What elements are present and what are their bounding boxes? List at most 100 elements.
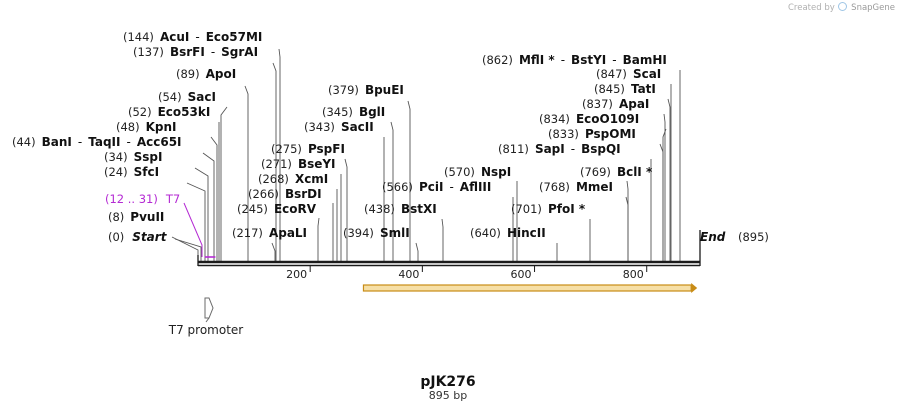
site-label: (34) SspI [104,150,162,164]
site-position: (640) [470,226,501,240]
end-position: (895) [738,230,769,244]
restriction-site[interactable]: (343) SacII [304,120,374,134]
site-position: (834) [539,112,570,126]
enzyme-name: ApoI [206,67,237,81]
enzyme-name: SmlI [380,226,410,240]
t7-primer-position: (12 .. 31) [105,192,158,206]
enzyme-name: SacI [188,90,216,104]
enzyme-name: Eco53kI [158,105,211,119]
t7-primer-leader [183,202,203,257]
start-leader-line [171,236,199,255]
restriction-site[interactable]: (245) EcoRV [237,202,317,216]
restriction-site[interactable]: (834) EcoO109I [539,112,639,126]
site-leader-line [210,136,218,261]
restriction-site[interactable]: (271) BseYI [261,157,336,171]
restriction-site[interactable]: (34) SspI [104,150,162,164]
restriction-site[interactable]: (379) BpuEI [328,83,404,97]
restriction-site[interactable]: (345) BglI [322,105,385,119]
site-leader-line [278,48,281,261]
restriction-site[interactable]: (845) TatI [594,82,656,96]
restriction-site[interactable]: (394) SmlI [343,226,410,240]
site-position: (245) [237,202,268,216]
enzyme-name: XcmI [295,172,328,186]
site-position: (268) [258,172,289,186]
restriction-site[interactable]: (811) SapI - BspQI [498,142,621,156]
site-position: (217) [232,226,263,240]
restriction-site[interactable]: (48) KpnI [116,120,177,134]
enzyme-name: BanI [42,135,72,149]
site-label: (847) ScaI [596,67,661,81]
enzyme-name: ScaI [633,67,661,81]
site-position: (44) [12,135,36,149]
enzyme-name: BclI * [617,165,653,179]
restriction-site[interactable]: (566) PciI - AflIII [382,180,491,194]
site-label: (394) SmlI [343,226,410,240]
restriction-site[interactable]: (640) HincII [470,226,546,240]
site-leader-line [667,98,671,261]
restriction-site[interactable]: (89) ApoI [176,67,236,81]
site-label: (275) PspFI [271,142,345,156]
credit-brand: SnapGene [851,3,895,13]
restriction-site[interactable]: (52) Eco53kI [128,105,210,119]
site-label: (833) PspOMI [548,127,636,141]
enzyme-name: AflIII [460,180,492,194]
site-leader-line [415,242,419,261]
site-label: (8) PvuII [108,210,164,224]
site-position: (768) [539,180,570,194]
restriction-site[interactable]: (8) PvuII [108,210,164,224]
enzyme-name: EcoO109I [576,112,639,126]
site-separator: - [78,135,82,149]
site-position: (845) [594,82,625,96]
site-label: (268) XcmI [258,172,328,186]
orf-arrow[interactable] [362,283,698,293]
restriction-site[interactable]: (833) PspOMI [548,127,636,141]
site-leader-line [202,152,215,261]
site-leader-line [220,106,228,261]
restriction-site[interactable]: (768) MmeI [539,180,613,194]
t7-promoter-feature[interactable]: T7 promoter [168,297,244,337]
restriction-site[interactable]: (570) NspI [444,165,511,179]
restriction-site[interactable]: (144) AcuI - Eco57MI [123,30,262,44]
site-position: (811) [498,142,529,156]
restriction-site[interactable]: (266) BsrDI [248,187,322,201]
site-label: (345) BglI [322,105,385,119]
site-position: (54) [158,90,182,104]
restriction-site[interactable]: (137) BsrFI - SgrAI [133,45,258,59]
restriction-site[interactable]: (44) BanI - TaqII - Acc65I [12,135,182,149]
restriction-site[interactable]: (837) ApaI [582,97,649,111]
enzyme-name: PspOMI [585,127,636,141]
site-position: (52) [128,105,152,119]
site-position: (275) [271,142,302,156]
restriction-site[interactable]: (847) ScaI [596,67,661,81]
enzyme-name: SacII [341,120,374,134]
restriction-site[interactable]: (217) ApaLI [232,226,307,240]
site-position: (137) [133,45,164,59]
restriction-site[interactable]: (54) SacI [158,90,216,104]
plasmid-name: pJK276 [420,374,475,390]
site-position: (144) [123,30,154,44]
site-separator: - [195,30,199,44]
restriction-site[interactable]: (438) BstXI [364,202,437,216]
restriction-site[interactable]: (862) MflI * - BstYI - BamHI [482,53,667,67]
site-leader-line [663,113,666,261]
restriction-site[interactable]: (268) XcmI [258,172,328,186]
restriction-site[interactable]: (24) SfcI [104,165,159,179]
site-label: (845) TatI [594,82,656,96]
enzyme-name: PvuII [130,210,164,224]
site-leader-line [271,242,276,261]
site-position: (266) [248,187,279,201]
enzyme-name: Acc65I [137,135,182,149]
scale-tick-label: 400 [398,268,419,281]
restriction-site[interactable]: (701) PfoI * [511,202,586,216]
start-name: Start [132,230,167,244]
restriction-site[interactable]: (275) PspFI [271,142,345,156]
enzyme-name: BpuEI [365,83,404,97]
t7-primer[interactable]: (12 .. 31) T7 [105,192,216,258]
enzyme-name: PspFI [308,142,345,156]
site-leader-line [272,62,277,261]
site-position: (8) [108,210,124,224]
site-position: (379) [328,83,359,97]
t7-promoter-label: T7 promoter [168,323,244,337]
restriction-site[interactable]: (769) BclI * [580,165,653,179]
enzyme-name: TaqII [88,135,120,149]
